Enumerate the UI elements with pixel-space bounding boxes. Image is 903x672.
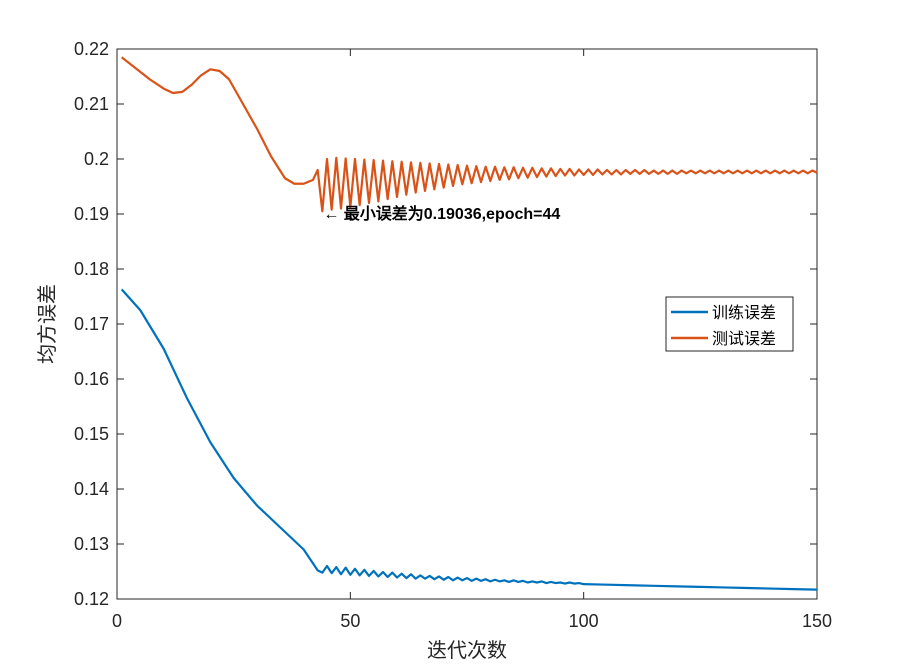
- y-tick-label: 0.22: [74, 39, 109, 59]
- y-tick-label: 0.21: [74, 94, 109, 114]
- y-tick-label: 0.17: [74, 314, 109, 334]
- legend: 训练误差 测试误差: [665, 296, 794, 352]
- y-tick-label: 0.15: [74, 424, 109, 444]
- series-line-train: [120, 288, 818, 591]
- legend-label-train: 训练误差: [712, 303, 776, 322]
- series-layer: [120, 56, 818, 591]
- y-axis-label: 均方误差: [35, 284, 59, 364]
- axis-ticks: 0 50 100 150 0.12 0.13 0.14 0.15 0.16 0.17 0.18 0.1…: [74, 39, 832, 631]
- y-tick-label: 0.2: [84, 149, 109, 169]
- x-tick-label: 100: [569, 611, 599, 631]
- legend-label-test: 测试误差: [712, 329, 776, 348]
- x-tick-label: 50: [340, 611, 360, 631]
- annotation-layer: ← 最小误差为0.19036,epoch=44: [323, 204, 560, 223]
- y-tick-label: 0.14: [74, 479, 109, 499]
- x-axis-label: 迭代次数: [427, 638, 507, 662]
- min-error-annotation: ← 最小误差为0.19036,epoch=44: [323, 204, 560, 223]
- y-tick-label: 0.19: [74, 204, 109, 224]
- y-tick-label: 0.12: [74, 589, 109, 609]
- y-tick-label: 0.13: [74, 534, 109, 554]
- x-tick-label: 0: [112, 611, 122, 631]
- x-tick-label: 150: [802, 611, 832, 631]
- y-tick-label: 0.16: [74, 369, 109, 389]
- y-tick-label: 0.18: [74, 259, 109, 279]
- series-line-test: [120, 56, 818, 213]
- legend-box: [665, 296, 794, 352]
